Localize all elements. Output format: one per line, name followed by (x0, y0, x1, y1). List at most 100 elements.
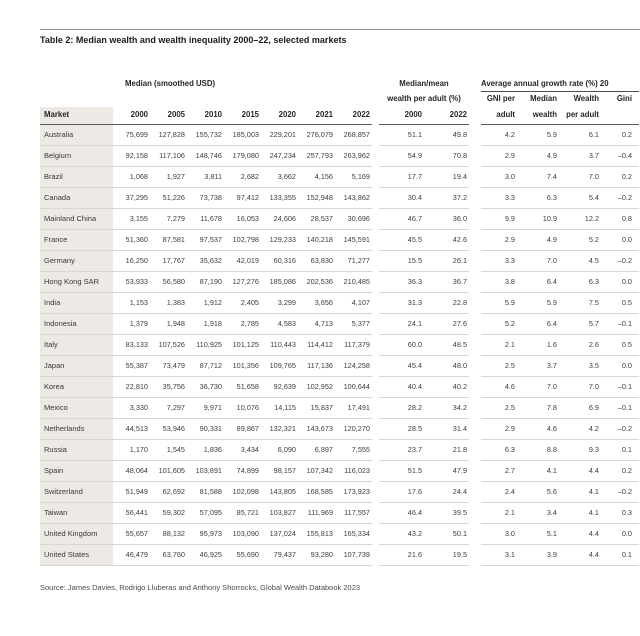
spacer (469, 461, 481, 482)
median-value: 3,299 (261, 293, 298, 314)
median-value: 165,334 (335, 524, 372, 545)
median-value: 63,760 (150, 545, 187, 566)
median-value: 173,923 (335, 482, 372, 503)
median-mean-value: 30.4 (379, 188, 424, 209)
median-value: 42,019 (224, 251, 261, 272)
spacer (372, 524, 379, 545)
median-value: 148,746 (187, 146, 224, 167)
growth-value: 2.7 (481, 461, 517, 482)
median-value: 6,897 (298, 440, 335, 461)
table-row: Hong Kong SAR 53,933 56,580 87,190 127,276 18… (40, 272, 640, 293)
median-value: 124,258 (335, 356, 372, 377)
growth-value: 7.0 (559, 167, 601, 188)
median-value: 37,295 (113, 188, 150, 209)
median-value: 132,321 (261, 419, 298, 440)
median-value: 1,927 (150, 167, 187, 188)
growth-value: 5.9 (481, 293, 517, 314)
spacer (469, 524, 481, 545)
growth-value: –0.2 (601, 419, 639, 440)
table-body: Australia 75,699 127,828 155,732 185,003 229,… (40, 125, 640, 566)
spacer (469, 230, 481, 251)
median-value: 140,218 (298, 230, 335, 251)
spacer (469, 251, 481, 272)
median-value: 74,899 (224, 461, 261, 482)
group-header-median-mean: Median/mean (399, 79, 449, 88)
growth-value: 4.5 (559, 251, 601, 272)
median-value: 3,330 (113, 398, 150, 419)
median-value: 95,973 (187, 524, 224, 545)
growth-value: 4.1 (517, 461, 559, 482)
median-value: 143,673 (298, 419, 335, 440)
median-value: 101,356 (224, 356, 261, 377)
median-value: 90,331 (187, 419, 224, 440)
median-mean-value: 39.5 (424, 503, 469, 524)
table-row: Mexico 3,330 7,297 9,971 10,076 14,115 15,837 1… (40, 398, 640, 419)
table-row: Spain 48,064 101,605 103,891 74,899 98,157 107… (40, 461, 640, 482)
median-value: 55,387 (113, 356, 150, 377)
year-header-2005: 2005 (150, 107, 187, 125)
year-header-2010: 2010 (187, 107, 224, 125)
median-value: 1,545 (150, 440, 187, 461)
median-value: 102,952 (298, 377, 335, 398)
median-mean-value: 42.6 (424, 230, 469, 251)
median-mean-value: 40.2 (424, 377, 469, 398)
market-name: Japan (40, 356, 113, 377)
median-mean-value: 22.8 (424, 293, 469, 314)
median-value: 79,437 (261, 545, 298, 566)
spacer (372, 377, 379, 398)
median-value: 102,798 (224, 230, 261, 251)
median-value: 85,721 (224, 503, 261, 524)
median-mean-value: 49.8 (424, 125, 469, 146)
growth-value: 10.9 (517, 209, 559, 230)
spacer (372, 107, 379, 125)
market-name: Indonesia (40, 314, 113, 335)
table-row: Netherlands 44,513 53,946 90,331 89,867 132,3… (40, 419, 640, 440)
growth-value: –0.1 (601, 314, 639, 335)
growth-value: 3.1 (481, 545, 517, 566)
growth-value: 4.4 (559, 524, 601, 545)
growth-col-subheader-adult: adult (481, 107, 517, 125)
median-mean-value: 50.1 (424, 524, 469, 545)
median-value: 60,316 (261, 251, 298, 272)
median-value: 210,485 (335, 272, 372, 293)
growth-value: 2.9 (481, 146, 517, 167)
median-mean-value: 28.2 (379, 398, 424, 419)
market-name: France (40, 230, 113, 251)
growth-value: 3.3 (481, 251, 517, 272)
spacer (469, 440, 481, 461)
table-group-header-row: Median (smoothed USD) Median/mean Averag… (40, 76, 640, 92)
spacer (469, 398, 481, 419)
median-mean-value: 43.2 (379, 524, 424, 545)
growth-value: 6.1 (559, 125, 601, 146)
median-value: 117,136 (298, 356, 335, 377)
growth-value: 3.7 (559, 146, 601, 167)
median-value: 120,270 (335, 419, 372, 440)
growth-value: 3.9 (517, 545, 559, 566)
table-row: Brazil 1,068 1,927 3,811 2,682 3,662 4,156 5,16… (40, 167, 640, 188)
median-value: 103,090 (224, 524, 261, 545)
spacer (469, 293, 481, 314)
median-value: 2,682 (224, 167, 261, 188)
median-value: 30,696 (335, 209, 372, 230)
median-value: 16,053 (224, 209, 261, 230)
spacer (469, 76, 481, 92)
median-value: 101,605 (150, 461, 187, 482)
table-row: Taiwan 56,441 59,302 57,095 85,721 103,827 111… (40, 503, 640, 524)
growth-value: 5.6 (517, 482, 559, 503)
median-value: 48,064 (113, 461, 150, 482)
median-mean-value: 27.6 (424, 314, 469, 335)
median-value: 3,155 (113, 209, 150, 230)
median-value: 11,678 (187, 209, 224, 230)
table-subheader-row: wealth per adult (%) GNI per Median Weal… (40, 92, 640, 107)
spacer (372, 76, 379, 92)
table-row: United States 46,479 63,760 46,925 55,690 79,… (40, 545, 640, 566)
growth-value: 2.4 (481, 482, 517, 503)
median-value: 103,891 (187, 461, 224, 482)
median-value: 107,739 (335, 545, 372, 566)
median-value: 53,933 (113, 272, 150, 293)
growth-col-header-wealth-per-adult: Wealth (573, 94, 599, 103)
spacer (469, 209, 481, 230)
spacer (372, 293, 379, 314)
spacer (372, 545, 379, 566)
median-value: 202,536 (298, 272, 335, 293)
